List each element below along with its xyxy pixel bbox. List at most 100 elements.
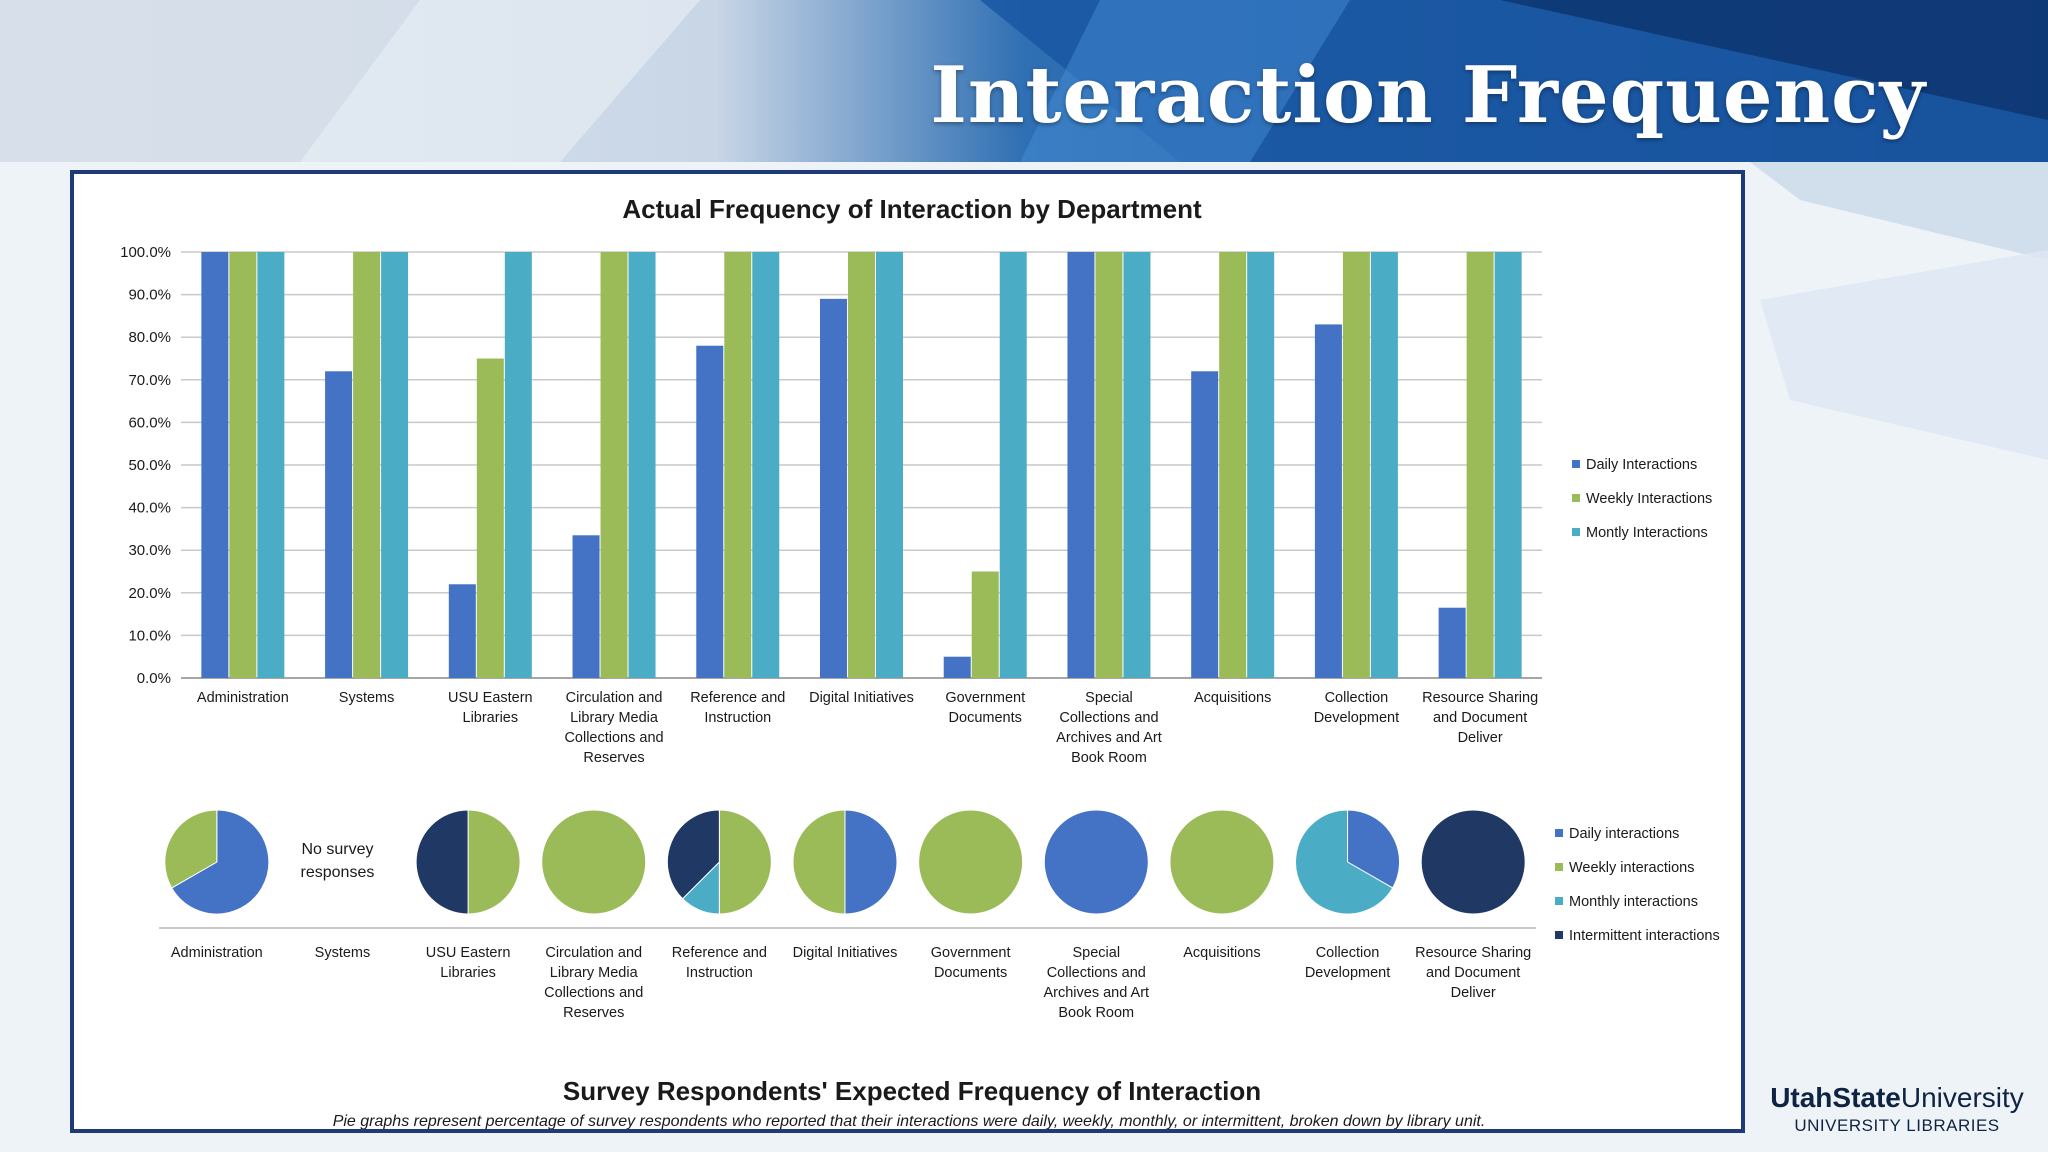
pie-slice-daily [1043,809,1149,915]
pie-slice-weekly [918,809,1024,915]
bar-daily [1314,324,1342,678]
y-tick-label: 10.0% [128,627,171,644]
bar-weekly [1466,252,1494,678]
bar-weekly [1219,252,1247,678]
pie-caption: Pie graphs represent percentage of surve… [333,1113,1486,1129]
pie-legend-label: Monthly interactions [1569,894,1698,910]
slide-title: Interaction Frequency [930,50,1926,141]
bar-legend-label: Montly Interactions [1586,525,1708,541]
bar-daily [201,252,229,678]
bar-montly [1370,252,1398,678]
pie-label: USU Eastern Libraries [426,945,511,981]
pie-label: Resource Sharing and Document Deliver [1415,945,1531,1001]
y-tick-label: 50.0% [128,457,171,474]
bar-montly [628,252,656,678]
pie-chart-title: Survey Respondents' Expected Frequency o… [563,1076,1261,1106]
bar-weekly [476,358,504,678]
pie-legend: Daily interactions Weekly interactions Mon… [1555,826,1720,944]
pie-legend-swatch [1555,829,1563,837]
bar-montly [999,252,1027,678]
bar-daily [1438,607,1466,678]
y-tick-label: 60.0% [128,414,171,431]
university-logo: UtahStateUniversity UNIVERSITY LIBRARIES [1762,1082,2032,1136]
bar-montly [752,252,780,678]
bar-montly [381,252,409,678]
pie-slice-daily [171,809,270,915]
y-tick-label: 90.0% [128,287,171,304]
pie-label: Collection Development [1305,945,1390,981]
bar-weekly [971,571,999,678]
x-tick-label: USU Eastern Libraries [448,690,533,726]
pie-slice-weekly [467,809,521,915]
chart-panel: Actual Frequency of Interaction by Depar… [70,170,1745,1133]
pie-label: Administration [171,945,263,961]
bar-legend-label: Daily Interactions [1586,457,1697,473]
bar-weekly [353,252,381,678]
y-tick-label: 40.0% [128,500,171,517]
x-axis-labels: Administration Systems USU Eastern Librarie… [197,690,1538,766]
bar-legend-swatch [1572,528,1580,536]
y-tick-label: 70.0% [128,372,171,389]
pie-slice-weekly [541,809,647,915]
bar-weekly [724,252,752,678]
x-tick-label: Government Documents [945,690,1025,726]
pie-label: Circulation and Library Media Collections … [544,945,643,1021]
bar-daily [820,298,847,678]
pie-label: Systems [315,945,371,961]
pie-slice-weekly [792,809,846,915]
pie-legend-label: Daily interactions [1569,826,1679,842]
no-data-note: No survey responses [301,841,375,881]
x-tick-label: Special Collections and Archives and Art Bo… [1056,690,1162,766]
pie-slice-intermittent [666,809,720,900]
bar-daily [1191,371,1219,678]
bar-montly [876,252,903,678]
bar-daily [572,535,600,678]
pie-label: Acquisitions [1183,945,1260,961]
bar-weekly [600,252,628,678]
bar-daily [943,656,971,678]
x-tick-label: Administration [197,690,289,706]
bar-legend: Daily Interactions Weekly Interactions Mon… [1572,457,1712,541]
bar-daily [325,371,353,678]
pie-row: No survey responses [159,809,1536,929]
pie-legend-label: Intermittent interactions [1569,928,1720,944]
pie-label: Digital Initiatives [793,945,898,961]
pie-slice-daily [844,809,898,915]
bar-weekly [229,252,257,678]
x-tick-label: Collection Development [1314,690,1399,726]
pie-slice-monthly [1295,809,1394,915]
x-tick-label: Resource Sharing and Document Deliver [1422,690,1538,746]
logo-subtitle: UNIVERSITY LIBRARIES [1794,1116,2000,1135]
y-tick-label: 80.0% [128,329,171,346]
pie-legend-label: Weekly interactions [1569,860,1694,876]
pie-label: Special Collections and Archives and Art Bo… [1043,945,1149,1021]
bar-legend-swatch [1572,460,1580,468]
pie-legend-swatch [1555,897,1563,905]
pie-label: Reference and Instruction [672,945,767,981]
pie-slice-weekly [1169,809,1275,915]
x-tick-label: Circulation and Library Media Collections … [564,690,663,766]
chart-canvas: Actual Frequency of Interaction by Depar… [120,194,1720,1129]
y-tick-label: 20.0% [128,585,171,602]
bar-weekly [1095,252,1123,678]
logo-name-bold: UtahState [1770,1082,1901,1113]
y-tick-label: 30.0% [128,542,171,559]
bar-daily [448,584,476,678]
bar-chart-title: Actual Frequency of Interaction by Depar… [622,194,1202,224]
y-tick-label: 100.0% [120,244,171,261]
pie-legend-swatch [1555,863,1563,871]
bar-weekly [848,252,875,678]
x-tick-label: Acquisitions [1194,690,1271,706]
bar-legend-label: Weekly Interactions [1586,491,1712,507]
logo-name-regular: University [1900,1082,2024,1113]
pie-label: Government Documents [931,945,1011,981]
bar-montly [504,252,532,678]
y-tick-label: 0.0% [137,670,171,687]
bar-montly [1123,252,1151,678]
bar-legend-swatch [1572,494,1580,502]
bar-montly [1494,252,1522,678]
pie-slice-weekly [718,809,772,915]
pie-slice-daily [1347,809,1401,889]
bar-montly [1247,252,1275,678]
x-tick-label: Digital Initiatives [809,690,914,706]
